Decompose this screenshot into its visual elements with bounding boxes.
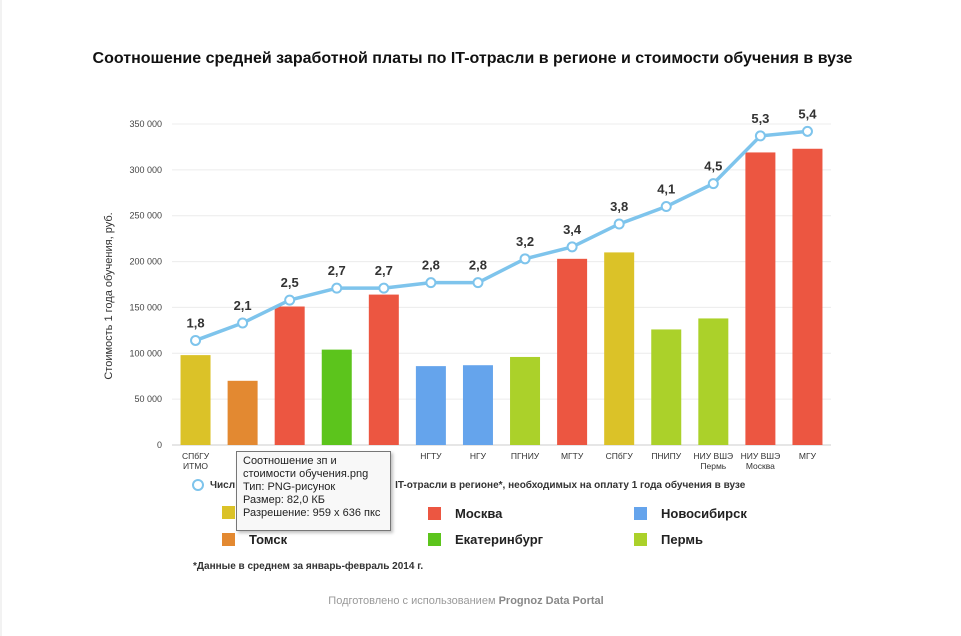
bar [462,365,493,445]
ratio-label: 5,3 [751,111,769,126]
bar [415,366,446,445]
bar [698,318,729,445]
bar [321,349,352,445]
ratio-point [331,282,343,294]
x-tick-label: НИУ ВШЭ [741,451,781,461]
bar [227,380,258,445]
ratio-points [190,125,813,346]
x-tick-label: МГТУ [561,451,584,461]
ratio-label: 2,1 [234,298,252,313]
ratio-label: 4,1 [657,182,675,197]
x-tick-label: Пермь [700,461,726,471]
ratio-point [378,282,390,294]
line-legend-text-start: Числ [210,479,236,491]
tooltip-line: Размер: 82,0 КБ [243,494,326,506]
x-tick-label: Москва [746,461,775,471]
chart-title: Соотношение средней заработной платы по … [92,50,853,67]
ratio-label: 3,2 [516,234,534,249]
ratio-point [425,277,437,289]
ratio-point [754,130,766,142]
bar [368,294,399,445]
ratio-point [472,277,484,289]
ratio-line [194,129,808,343]
y-tick-label: 300 000 [129,165,162,175]
y-tick-labels: 0 50 000 100 000 150 000 200 000 250 000 300 0… [129,119,162,450]
tooltip-line: стоимости обучения.png [243,468,369,480]
bar [651,329,682,445]
y-tick-label: 200 000 [129,257,162,267]
x-tick-label: ИТМО [183,461,208,471]
credit-brand: Prognoz Data Portal [498,595,604,607]
bars [180,148,823,445]
ratio-label: 2,5 [281,275,299,290]
ratio-labels: 1,8 2,1 2,5 2,7 2,7 2,8 2,8 3,2 3,4 3,8 4,1 4,5 5,3 5… [186,106,817,330]
ratio-point [566,241,578,253]
line-legend: Числ IT-отрасли в регионе*, необходимых … [192,479,745,491]
bar [745,152,776,445]
line-legend-text-end: IT-отрасли в регионе*, необходимых на оп… [395,479,746,491]
y-tick-label: 50 000 [134,394,162,404]
ratio-label: 2,7 [328,263,346,278]
ratio-point [519,253,531,265]
grid-lines [172,123,831,446]
y-axis-label: Стоимость 1 года обучения, руб. [103,212,115,379]
bar [180,355,211,445]
file-tooltip: Соотношение зп и стоимости обучения.png … [236,451,391,531]
bar [792,148,823,445]
x-tick-label: НГУ [470,451,487,461]
page-edge [0,0,2,636]
ratio-point [613,218,625,230]
ratio-point [237,317,249,329]
ratio-label: 2,8 [422,258,440,273]
x-tick-label: СПбГУ [606,451,634,461]
tooltip-line: Тип: PNG-рисунок [243,481,336,493]
ratio-label: 5,4 [798,106,817,121]
circle-marker-icon [192,479,204,491]
x-tick-labels: СПбГУИТМОИНГТУНГУПГНИУМГТУСПбГУПНИПУНИУ … [182,451,817,471]
ratio-point [707,178,719,190]
ratio-point [660,201,672,213]
ratio-point [801,125,813,137]
y-tick-label: 0 [157,440,162,450]
ratio-label: 3,8 [610,199,628,214]
y-tick-label: 250 000 [129,211,162,221]
ratio-point [284,294,296,306]
x-tick-label: ПГНИУ [511,451,540,461]
x-tick-label: НГТУ [420,451,442,461]
x-tick-label: НИУ ВШЭ [694,451,734,461]
bar [510,356,541,445]
tooltip-line: Разрешение: 959 x 636 пкс [243,507,381,519]
x-tick-label: МГУ [799,451,817,461]
bar [274,306,305,445]
ratio-label: 2,8 [469,258,487,273]
ratio-label: 1,8 [186,315,204,330]
y-tick-label: 100 000 [129,348,162,358]
ratio-point [190,334,202,346]
y-tick-label: 350 000 [129,119,162,129]
x-tick-label: СПбГУ [182,451,210,461]
ratio-line-path [194,129,808,343]
credit-prefix: Подготовлено с использованием [328,595,496,607]
bar [604,252,635,445]
x-tick-label: ПНИПУ [651,451,681,461]
bar [557,258,588,445]
ratio-label: 3,4 [563,222,582,237]
footnote: *Данные в среднем за январь-февраль 2014… [193,561,424,572]
ratio-label: 2,7 [375,263,393,278]
y-tick-label: 150 000 [129,302,162,312]
ratio-label: 4,5 [704,159,722,174]
credit-line: Подготовлено с использованием Prognoz Da… [0,595,932,607]
tooltip-line: Соотношение зп и [243,455,337,467]
